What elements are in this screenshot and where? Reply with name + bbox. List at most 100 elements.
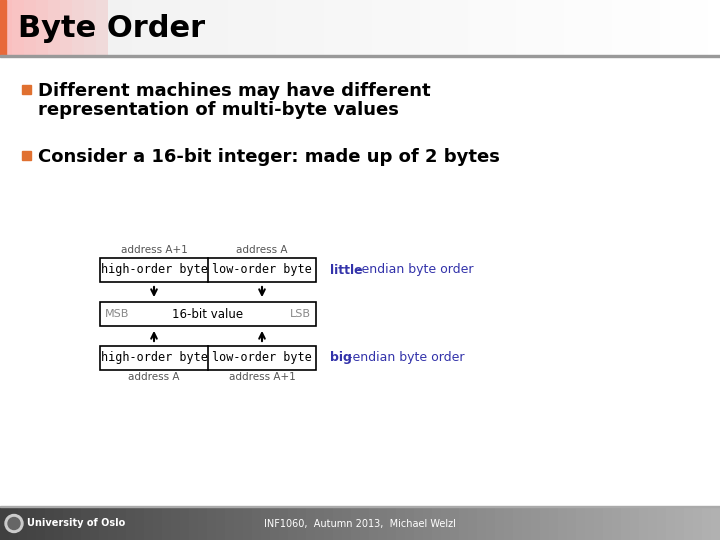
Bar	[405, 507, 415, 540]
Bar	[630, 507, 640, 540]
Bar	[252, 507, 262, 540]
Text: address A+1: address A+1	[121, 245, 187, 255]
Bar	[636, 0, 649, 55]
Bar	[603, 507, 613, 540]
Bar	[702, 507, 712, 540]
Bar	[450, 507, 460, 540]
Text: -endian byte order: -endian byte order	[348, 352, 464, 365]
Bar	[693, 507, 703, 540]
Bar	[72, 507, 82, 540]
Bar	[549, 507, 559, 540]
Bar	[528, 0, 541, 55]
Bar	[279, 507, 289, 540]
Bar	[588, 0, 601, 55]
Bar	[100, 258, 316, 282]
Bar	[276, 0, 289, 55]
Bar	[486, 507, 496, 540]
Bar	[324, 0, 337, 55]
Bar	[135, 507, 145, 540]
Bar	[468, 0, 481, 55]
Bar	[621, 507, 631, 540]
Bar	[300, 0, 313, 55]
Bar	[63, 507, 73, 540]
Bar	[432, 0, 445, 55]
Bar	[243, 507, 253, 540]
Bar	[522, 507, 532, 540]
Bar	[204, 0, 217, 55]
Bar	[264, 0, 277, 55]
Bar	[48, 0, 61, 55]
Bar	[612, 507, 622, 540]
Text: high-order byte: high-order byte	[101, 264, 207, 276]
Bar	[504, 0, 517, 55]
Bar	[60, 0, 73, 55]
Bar	[696, 0, 709, 55]
Bar	[336, 0, 349, 55]
Bar	[54, 507, 64, 540]
Bar	[516, 0, 529, 55]
Bar	[288, 507, 298, 540]
Bar	[24, 0, 37, 55]
Bar	[0, 0, 6, 55]
Bar	[297, 507, 307, 540]
Bar	[492, 0, 505, 55]
Bar	[708, 0, 720, 55]
Text: 16-bit value: 16-bit value	[172, 307, 243, 321]
Bar	[312, 0, 325, 55]
Bar	[564, 0, 577, 55]
Bar	[192, 0, 205, 55]
Bar	[378, 507, 388, 540]
Text: high-order byte: high-order byte	[101, 352, 207, 365]
Bar	[84, 0, 97, 55]
Bar	[99, 507, 109, 540]
Bar	[153, 507, 163, 540]
Bar	[288, 0, 301, 55]
Text: University of Oslo: University of Oslo	[27, 518, 125, 529]
Bar	[459, 507, 469, 540]
Bar	[684, 507, 694, 540]
Text: address A: address A	[236, 245, 288, 255]
Bar	[576, 0, 589, 55]
Bar	[624, 0, 637, 55]
Bar	[100, 346, 316, 370]
Bar	[0, 506, 720, 507]
Bar	[675, 507, 685, 540]
Bar	[558, 507, 568, 540]
Text: Byte Order: Byte Order	[18, 14, 205, 43]
Bar	[156, 0, 169, 55]
Bar	[666, 507, 676, 540]
Bar	[387, 507, 397, 540]
Text: Consider a 16-bit integer: made up of 2 bytes: Consider a 16-bit integer: made up of 2 …	[38, 148, 500, 166]
Bar	[261, 507, 271, 540]
Bar	[22, 85, 31, 94]
Bar	[36, 0, 49, 55]
Bar	[0, 507, 10, 540]
Text: address A+1: address A+1	[229, 372, 295, 382]
Text: low-order byte: low-order byte	[212, 264, 312, 276]
Bar	[228, 0, 241, 55]
Bar	[90, 507, 100, 540]
Bar	[639, 507, 649, 540]
Bar	[348, 0, 361, 55]
Bar	[108, 507, 118, 540]
Bar	[360, 507, 370, 540]
Bar	[612, 0, 625, 55]
Bar	[315, 507, 325, 540]
Bar	[396, 507, 406, 540]
Bar	[117, 507, 127, 540]
Bar	[552, 0, 565, 55]
Bar	[12, 0, 25, 55]
Bar	[0, 55, 720, 57]
Bar	[648, 0, 661, 55]
Bar	[531, 507, 541, 540]
Bar	[660, 0, 673, 55]
Circle shape	[8, 517, 20, 530]
Bar	[189, 507, 199, 540]
Text: INF1060,  Autumn 2013,  Michael Welzl: INF1060, Autumn 2013, Michael Welzl	[264, 518, 456, 529]
Bar	[207, 507, 217, 540]
Bar	[132, 0, 145, 55]
Bar	[600, 0, 613, 55]
Text: address A: address A	[128, 372, 180, 382]
Bar	[81, 507, 91, 540]
Bar	[22, 151, 31, 160]
